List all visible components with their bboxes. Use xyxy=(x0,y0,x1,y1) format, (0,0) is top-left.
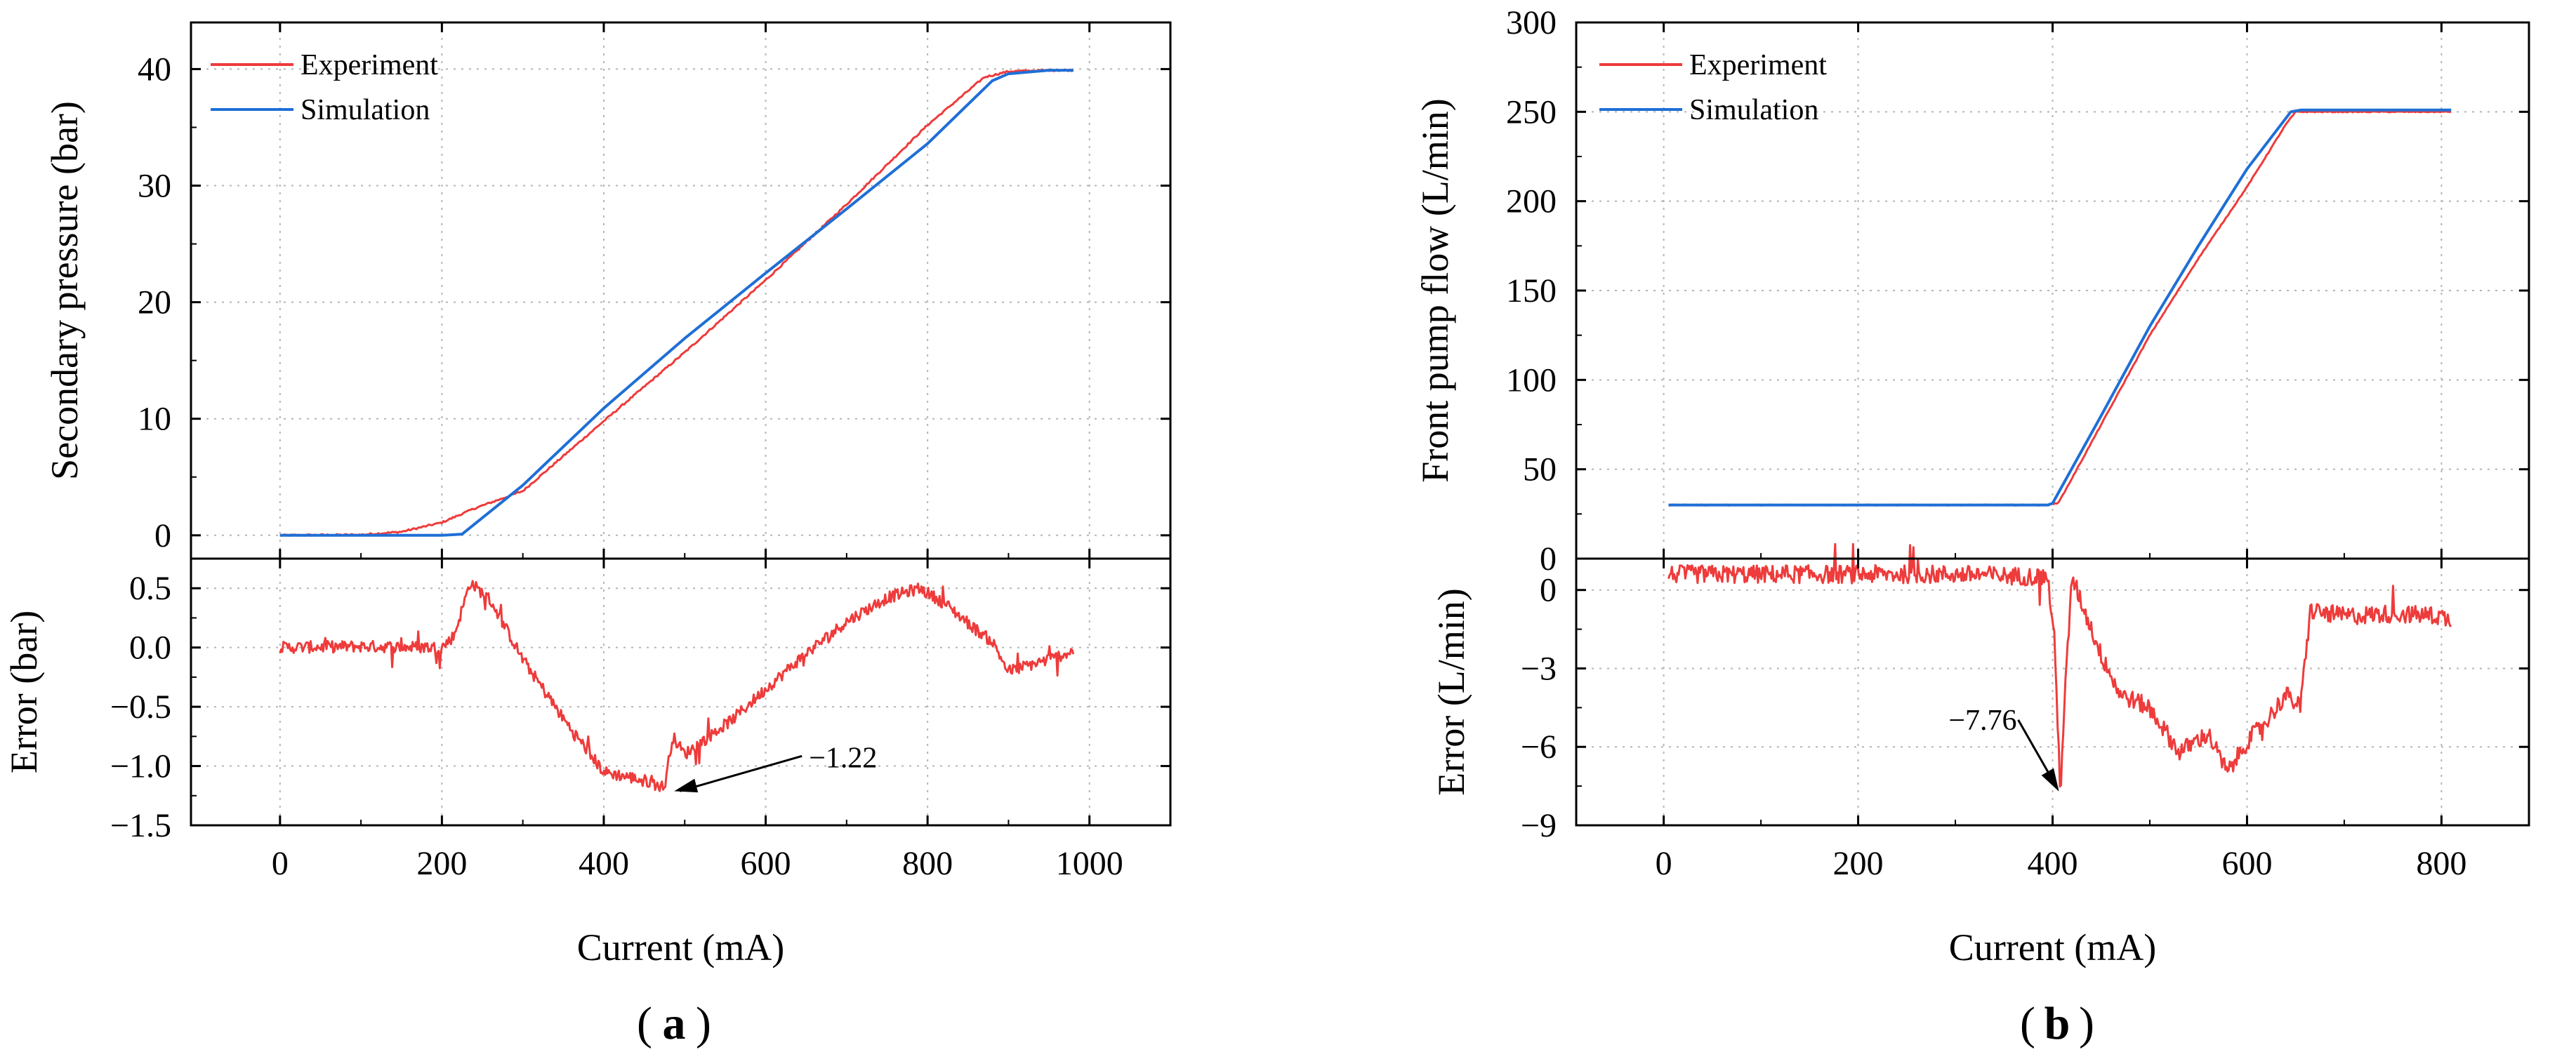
y-tick-label: 20 xyxy=(138,284,171,321)
series-error-bottom xyxy=(279,580,1075,792)
y-tick-label: −3 xyxy=(1521,650,1557,687)
y-tick-label: 30 xyxy=(138,168,171,205)
x-tick-label: 400 xyxy=(2028,845,2078,882)
y-tick-label: 0 xyxy=(1540,540,1557,578)
panel-a-bottom xyxy=(190,557,1172,827)
panel-label-close-paren: ) xyxy=(2079,998,2094,1049)
y-axis-label: Front pump flow (L/min) xyxy=(1414,98,1456,482)
series-experiment-top xyxy=(279,68,1074,537)
y-tick-label: 50 xyxy=(1523,451,1557,488)
annotation-arrowhead xyxy=(674,778,699,793)
panel-label-open-paren: ( xyxy=(2020,998,2035,1049)
x-tick-label: 1000 xyxy=(1056,845,1123,882)
y-tick-label: 250 xyxy=(1506,93,1557,131)
annotation-arrowhead xyxy=(2041,768,2059,792)
y-tick-label: 10 xyxy=(138,401,171,438)
annotation-label: −1.22 xyxy=(809,742,877,774)
y-tick-label: 0.0 xyxy=(129,630,171,667)
x-tick-label: 400 xyxy=(579,845,629,882)
y-tick-label: −1.0 xyxy=(110,748,171,785)
x-tick-label: 600 xyxy=(2221,845,2272,882)
y-tick-label: 40 xyxy=(138,51,171,88)
legend-label-simulation: Simulation xyxy=(1689,94,1818,126)
y-tick-label: 100 xyxy=(1506,361,1557,399)
y-tick-label: −0.5 xyxy=(110,688,171,726)
x-axis-label: Current (mA) xyxy=(577,926,784,968)
series-experiment-top xyxy=(1668,110,2452,507)
y-tick-label: −1.5 xyxy=(110,807,171,844)
x-tick-label: 600 xyxy=(741,845,791,882)
legend-label-simulation: Simulation xyxy=(300,94,430,126)
y-tick-label: 150 xyxy=(1506,272,1557,309)
panel-b-bottom xyxy=(1575,542,2530,827)
x-axis-label: Current (mA) xyxy=(1949,926,2156,968)
y-tick-label: 0 xyxy=(1540,572,1557,609)
y-axis-label: Error (bar) xyxy=(3,611,45,773)
plot-frame xyxy=(190,557,1172,827)
y-tick-label: 0 xyxy=(154,517,171,554)
panel-b-top xyxy=(1575,21,2530,560)
panel-label: b xyxy=(2045,998,2070,1049)
x-tick-label: 0 xyxy=(272,845,289,882)
y-axis-label: Error (L/min) xyxy=(1430,588,1472,795)
legend-label-experiment: Experiment xyxy=(1689,49,1827,81)
annotation-label: −7.76 xyxy=(1948,705,2016,737)
panel-label: a xyxy=(663,998,686,1049)
x-tick-label: 200 xyxy=(1833,845,1884,882)
panel-a-top xyxy=(190,21,1172,560)
series-simulation-top xyxy=(1668,108,2452,507)
y-tick-label: 0.5 xyxy=(129,570,171,607)
x-tick-label: 800 xyxy=(902,845,953,882)
annotation-arrow-line xyxy=(679,754,802,792)
x-tick-label: 800 xyxy=(2416,845,2466,882)
y-tick-label: −6 xyxy=(1521,728,1557,766)
y-axis-label: Secondary pressure (bar) xyxy=(44,101,86,480)
y-tick-label: 200 xyxy=(1506,183,1557,220)
series-simulation-top xyxy=(279,69,1074,537)
panel-label-open-paren: ( xyxy=(637,998,652,1049)
x-tick-label: 0 xyxy=(1656,845,1672,882)
panel-label-close-paren: ) xyxy=(696,998,711,1049)
legend-label-experiment: Experiment xyxy=(300,49,438,81)
y-tick-label: 300 xyxy=(1506,4,1557,41)
x-tick-label: 200 xyxy=(416,845,467,882)
series-error-bottom xyxy=(1667,542,2452,788)
y-tick-label: −9 xyxy=(1521,807,1557,844)
